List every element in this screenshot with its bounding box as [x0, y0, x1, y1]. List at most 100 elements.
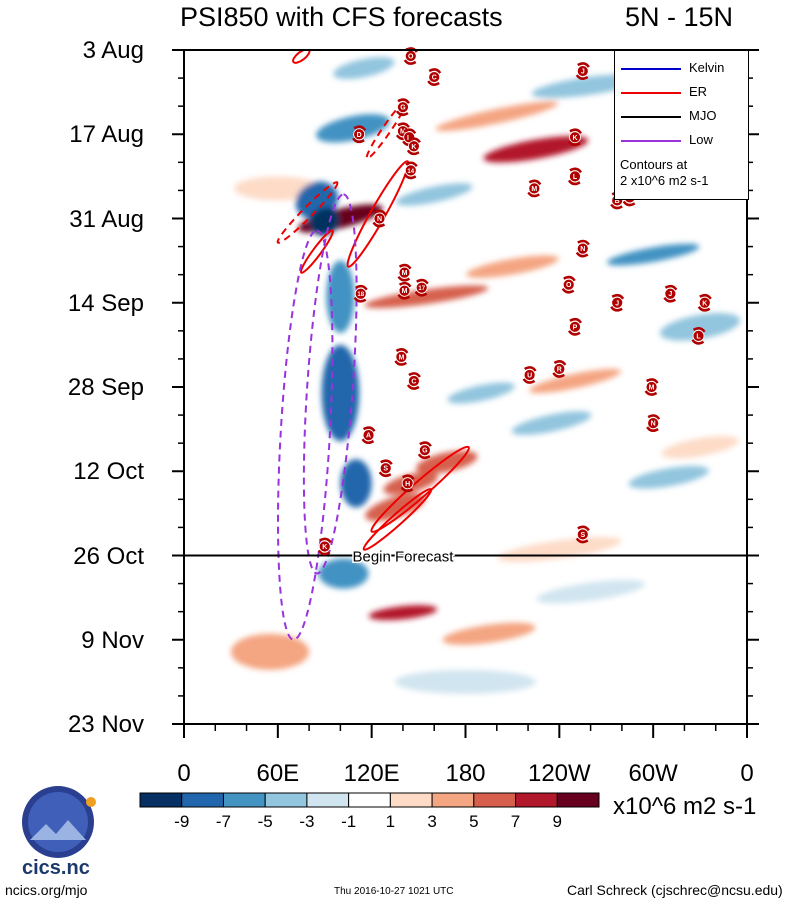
- storm-dot: [569, 131, 581, 144]
- storm-label: N: [580, 246, 585, 253]
- logo-mountains: [30, 820, 86, 840]
- colorbar-swatch: [264, 792, 308, 808]
- storm-dot: [353, 128, 366, 141]
- colorbar-tick-label: 3: [427, 812, 437, 831]
- legend-label: ER: [689, 84, 708, 99]
- anomaly-blob: [364, 285, 489, 308]
- storm-dot: [698, 296, 711, 309]
- er-contour: [362, 488, 433, 551]
- anomaly-blob: [333, 57, 395, 80]
- y-tick-label: 14 Sep: [67, 289, 144, 317]
- storm-label: L: [696, 333, 701, 340]
- anomaly-blob: [321, 344, 360, 442]
- storm-dot: [397, 101, 409, 114]
- storm-marker: M: [395, 122, 410, 141]
- legend-label: Kelvin: [689, 60, 725, 75]
- er-contour: [370, 445, 470, 533]
- anomaly-blob: [628, 465, 709, 489]
- legend-item-mjo: MJO: [619, 107, 745, 127]
- storm-marker: 17: [414, 278, 429, 297]
- anomaly-blob: [368, 605, 438, 621]
- x-tick-label: 0: [740, 760, 754, 787]
- x-tick-label: 180: [445, 760, 486, 787]
- legend-item-er: ER: [619, 83, 745, 103]
- anomaly-blob: [529, 368, 621, 394]
- storm-marker: M: [397, 263, 412, 282]
- storm-marker: G: [395, 98, 410, 117]
- colorbar-tick-label: -9: [174, 812, 190, 831]
- storm-marker: H: [400, 474, 415, 493]
- chart-title: PSI850 with CFS forecasts: [180, 2, 503, 32]
- cics-logo: [22, 786, 96, 858]
- colorbar-swatch: [431, 792, 475, 808]
- storm-arm: [567, 128, 583, 147]
- storm-arm: [644, 378, 659, 396]
- storm-arm: [414, 278, 429, 297]
- storm-arm: [691, 327, 706, 345]
- storm-dot: [398, 266, 411, 279]
- footer-site-link[interactable]: ncics.org/mjo: [5, 882, 88, 898]
- storm-label: L: [573, 174, 578, 181]
- storm-arm: [552, 360, 567, 378]
- anomaly-blob: [316, 114, 390, 143]
- storm-marker: N: [372, 209, 387, 228]
- anomaly-blob: [606, 243, 700, 266]
- storm-dot: [398, 284, 411, 297]
- storm-marker: 18: [353, 284, 368, 303]
- legend-swatch-low: [621, 140, 681, 142]
- storm-arm: [353, 284, 368, 303]
- anomaly-blob: [536, 579, 645, 604]
- storm-dot: [562, 278, 575, 291]
- colorbar-tick-label: 1: [385, 812, 396, 831]
- anomaly-blob: [395, 669, 536, 694]
- storm-label: B: [615, 198, 620, 205]
- y-tick-label: 26 Oct: [73, 542, 144, 570]
- storm-arm: [417, 441, 432, 460]
- colorbar-swatch: [222, 792, 266, 808]
- footer-timestamp: Thu 2016-10-27 1021 UTC: [334, 886, 454, 897]
- storm-dot: [373, 212, 386, 225]
- storm-arm: [697, 293, 712, 312]
- anomaly-blob: [230, 633, 310, 670]
- storm-dot: [645, 381, 658, 393]
- storm-arm: [567, 317, 583, 336]
- storm-marker: K: [317, 537, 332, 556]
- er-contour: [299, 229, 334, 274]
- storm-label: P: [573, 324, 578, 331]
- colorbar-swatch: [473, 792, 517, 808]
- storm-marker: N: [575, 239, 590, 258]
- y-tick-label: 28 Sep: [67, 374, 144, 401]
- storm-marker: P: [567, 317, 583, 336]
- storm-marker: K: [697, 293, 712, 312]
- storm-dot: [664, 287, 677, 300]
- legend-label: Low: [689, 132, 713, 147]
- anomaly-blob: [326, 260, 355, 333]
- storm-dot: [576, 65, 589, 77]
- anomaly-blob: [309, 207, 340, 236]
- anomaly-blob: [659, 313, 741, 341]
- storm-dot: [379, 462, 392, 475]
- footer-author: Carl Schreck (cjschrec@ncsu.edu): [567, 882, 783, 898]
- storm-label: N: [377, 216, 382, 223]
- anomaly-blob: [395, 183, 473, 206]
- legend: Kelvin ER MJO Low Contours at 2 x10^6 m2…: [614, 50, 749, 200]
- storm-label: M: [531, 186, 537, 193]
- storm-arm: [372, 209, 387, 228]
- storm-label: N: [651, 421, 656, 428]
- colorbar-swatch: [139, 792, 183, 808]
- colorbar-swatch: [348, 792, 391, 808]
- storm-dot: [569, 170, 581, 183]
- storm-label: K: [572, 135, 577, 142]
- storm-marker: S: [575, 525, 590, 544]
- anomaly-blob: [435, 101, 558, 131]
- colorbar-swatch: [389, 792, 433, 808]
- storm-marker: M: [644, 378, 659, 396]
- low-contour: [302, 193, 358, 575]
- anomaly-blob: [318, 558, 369, 589]
- storm-label: L: [407, 135, 412, 142]
- legend-swatch-er: [621, 92, 681, 94]
- y-tick-label: 31 Aug: [69, 205, 144, 233]
- storm-arm: [406, 137, 421, 156]
- storm-label: J: [581, 69, 585, 76]
